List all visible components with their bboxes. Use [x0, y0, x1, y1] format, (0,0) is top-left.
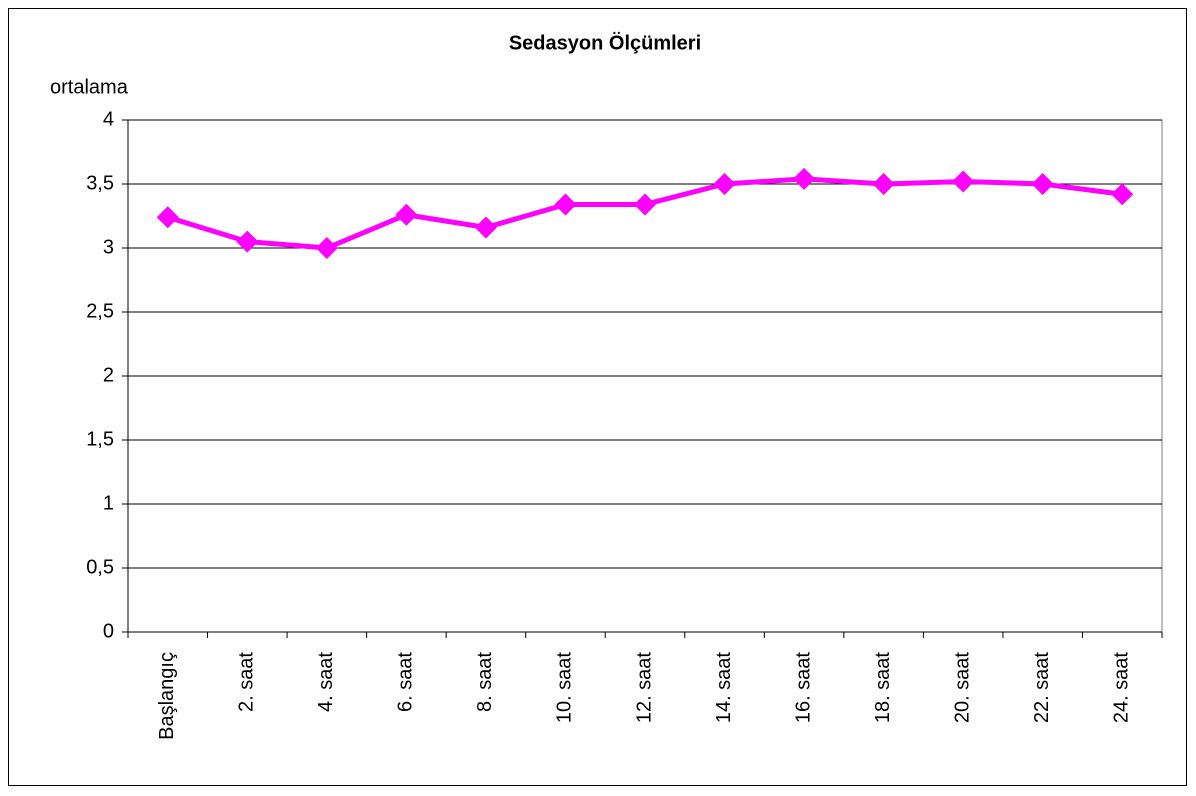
chart-title: Sedasyon Ölçümleri: [509, 31, 701, 54]
marker: [395, 203, 418, 226]
y-axis-label: ortalama: [50, 76, 129, 98]
y-tick-label: 3: [103, 236, 114, 258]
y-tick-label: 3,5: [86, 172, 114, 194]
x-tick-label: 22. saat: [1031, 652, 1053, 724]
marker: [1111, 183, 1134, 206]
marker: [634, 193, 656, 216]
x-tick-label: 10. saat: [554, 652, 576, 724]
y-tick-label: 4: [103, 108, 114, 130]
x-tick-label: 2. saat: [236, 652, 258, 712]
x-tick-label: 20. saat: [951, 652, 973, 724]
y-tick-label: 1,5: [86, 428, 114, 450]
marker: [474, 216, 497, 239]
marker: [793, 167, 816, 190]
marker: [1031, 173, 1054, 195]
y-tick-label: 0: [103, 620, 114, 642]
x-tick-label: 12. saat: [633, 652, 655, 724]
marker: [554, 193, 577, 216]
x-tick-label: 14. saat: [713, 652, 735, 724]
x-tick-label: 4. saat: [315, 652, 337, 712]
marker: [315, 237, 338, 259]
y-tick-label: 2: [103, 364, 114, 386]
y-tick-label: 1: [103, 492, 114, 514]
x-tick-label: 16. saat: [792, 652, 814, 724]
x-tick-label: 6. saat: [395, 652, 417, 712]
marker: [236, 230, 259, 253]
x-tick-label: 18. saat: [872, 652, 894, 724]
marker: [713, 173, 736, 195]
marker: [156, 206, 179, 229]
y-tick-label: 2,5: [86, 300, 114, 322]
x-tick-label: Başlangıç: [156, 652, 178, 740]
marker: [952, 170, 975, 193]
x-tick-label: 8. saat: [474, 652, 496, 712]
y-tick-label: 0,5: [86, 556, 114, 578]
x-tick-label: 24. saat: [1111, 652, 1133, 724]
marker: [872, 173, 895, 195]
